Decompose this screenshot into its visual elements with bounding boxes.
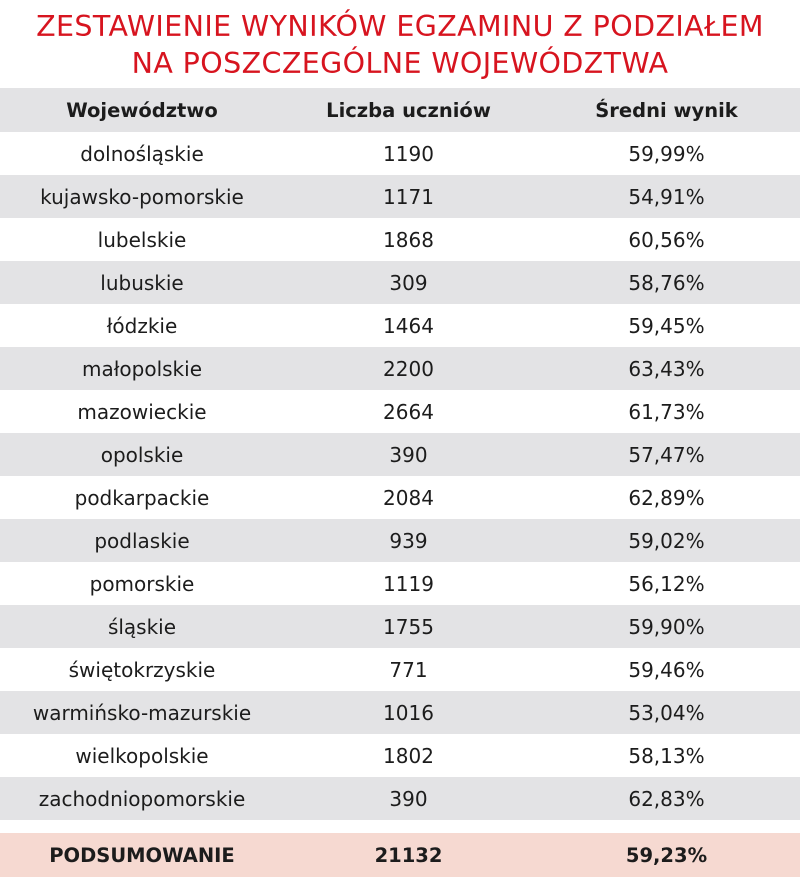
table-row: kujawsko-pomorskie 1171 54,91%: [0, 175, 800, 218]
cell-voivodeship: pomorskie: [89, 571, 195, 596]
cell-average-score: 59,45%: [628, 313, 705, 338]
cell-voivodeship: kujawsko-pomorskie: [40, 184, 244, 209]
cell-voivodeship: śląskie: [107, 614, 177, 639]
table-row: warmińsko-mazurskie 1016 53,04%: [0, 691, 800, 734]
cell-student-count: 1868: [383, 227, 434, 252]
column-header-voivodeship: Województwo: [66, 98, 218, 122]
cell-student-count: 939: [389, 528, 428, 553]
results-table: Województwo Liczba uczniów Średni wynik …: [0, 88, 800, 877]
cell-average-score: 59,46%: [628, 657, 705, 682]
table-row: lubuskie 309 58,76%: [0, 261, 800, 304]
table-row: małopolskie 2200 63,43%: [0, 347, 800, 390]
cell-student-count: 1464: [383, 313, 434, 338]
cell-student-count: 390: [389, 442, 428, 467]
cell-average-score: 62,83%: [628, 786, 705, 811]
table-row: podkarpackie 2084 62,89%: [0, 476, 800, 519]
cell-voivodeship: opolskie: [100, 442, 184, 467]
cell-student-count: 2664: [383, 399, 434, 424]
cell-voivodeship: łódzkie: [106, 313, 178, 338]
cell-voivodeship: podkarpackie: [74, 485, 210, 510]
cell-average-score: 62,89%: [628, 485, 705, 510]
cell-student-count: 2084: [383, 485, 434, 510]
cell-voivodeship: zachodniopomorskie: [38, 786, 246, 811]
summary-row: PODSUMOWANIE 21132 59,23%: [0, 833, 800, 877]
cell-voivodeship: małopolskie: [81, 356, 202, 381]
summary-spacer-cell: [0, 820, 800, 833]
cell-voivodeship: lubuskie: [100, 270, 184, 295]
table-row: lubelskie 1868 60,56%: [0, 218, 800, 261]
cell-student-count: 1171: [383, 184, 434, 209]
cell-student-count: 1755: [383, 614, 434, 639]
cell-voivodeship: lubelskie: [97, 227, 187, 252]
summary-student-count: 21132: [374, 843, 443, 867]
cell-average-score: 61,73%: [628, 399, 705, 424]
column-header-student-count: Liczba uczniów: [326, 98, 491, 122]
cell-average-score: 56,12%: [628, 571, 705, 596]
cell-student-count: 1802: [383, 743, 434, 768]
cell-student-count: 1119: [383, 571, 434, 596]
table-row: podlaskie 939 59,02%: [0, 519, 800, 562]
summary-spacer: [0, 820, 800, 833]
table-row: dolnośląskie 1190 59,99%: [0, 132, 800, 175]
cell-voivodeship: mazowieckie: [77, 399, 207, 424]
cell-average-score: 54,91%: [628, 184, 705, 209]
cell-voivodeship: warmińsko-mazurskie: [32, 700, 252, 725]
cell-average-score: 57,47%: [628, 442, 705, 467]
cell-average-score: 58,76%: [628, 270, 705, 295]
cell-student-count: 771: [389, 657, 428, 682]
table-row: pomorskie 1119 56,12%: [0, 562, 800, 605]
table-row: świętokrzyskie 771 59,46%: [0, 648, 800, 691]
table-row: śląskie 1755 59,90%: [0, 605, 800, 648]
cell-voivodeship: świętokrzyskie: [68, 657, 216, 682]
cell-average-score: 58,13%: [628, 743, 705, 768]
cell-student-count: 1190: [383, 141, 434, 166]
table-row: wielkopolskie 1802 58,13%: [0, 734, 800, 777]
cell-average-score: 59,90%: [628, 614, 705, 639]
summary-average-score: 59,23%: [625, 843, 708, 867]
cell-average-score: 63,43%: [628, 356, 705, 381]
table-row: mazowieckie 2664 61,73%: [0, 390, 800, 433]
cell-student-count: 2200: [383, 356, 434, 381]
table-title-line-1: ZESTAWIENIE WYNIKÓW EGZAMINU Z PODZIAŁEM: [36, 10, 764, 43]
table-title-line-2: NA POSZCZEGÓLNE WOJEWÓDZTWA: [131, 47, 669, 80]
cell-average-score: 59,99%: [628, 141, 705, 166]
cell-student-count: 1016: [383, 700, 434, 725]
table-title: ZESTAWIENIE WYNIKÓW EGZAMINU Z PODZIAŁEM…: [0, 0, 800, 88]
table-header-row: Województwo Liczba uczniów Średni wynik: [0, 88, 800, 132]
cell-average-score: 60,56%: [628, 227, 705, 252]
cell-student-count: 390: [389, 786, 428, 811]
column-header-average-score: Średni wynik: [595, 98, 738, 122]
cell-voivodeship: wielkopolskie: [75, 743, 209, 768]
cell-student-count: 309: [389, 270, 428, 295]
cell-average-score: 59,02%: [628, 528, 705, 553]
table-row: zachodniopomorskie 390 62,83%: [0, 777, 800, 820]
table-row: opolskie 390 57,47%: [0, 433, 800, 476]
summary-label: PODSUMOWANIE: [49, 843, 235, 867]
table-row: łódzkie 1464 59,45%: [0, 304, 800, 347]
cell-average-score: 53,04%: [628, 700, 705, 725]
cell-voivodeship: podlaskie: [94, 528, 190, 553]
table-body: dolnośląskie 1190 59,99% kujawsko-pomorskie…: [0, 132, 800, 820]
cell-voivodeship: dolnośląskie: [80, 141, 204, 166]
